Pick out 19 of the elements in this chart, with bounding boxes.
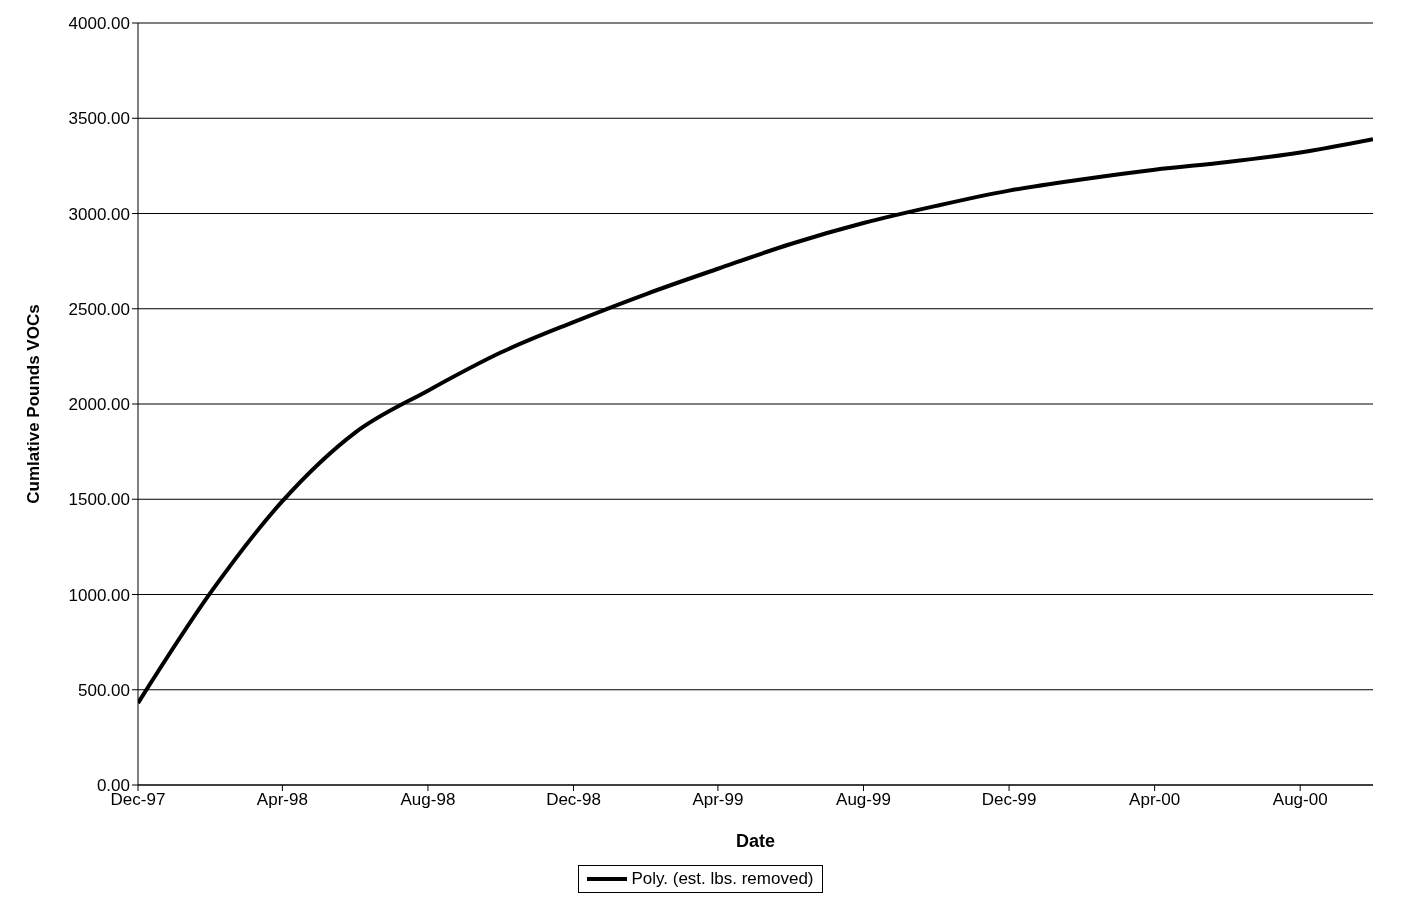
y-tick-label: 1000.00	[68, 585, 130, 605]
x-tick-label: Aug-99	[836, 790, 891, 810]
y-tick-label: 500.00	[78, 680, 130, 700]
y-tick-label: 2000.00	[68, 395, 130, 415]
x-tick-label: Dec-98	[546, 790, 601, 810]
y-tick-label: 4000.00	[68, 14, 130, 34]
x-tick-label: Apr-00	[1129, 790, 1181, 810]
y-axis-title: Cumlative Pounds VOCs	[24, 304, 44, 504]
x-tick-label: Apr-98	[256, 790, 308, 810]
x-tick-label: Aug-98	[400, 790, 456, 810]
x-tick-label: Dec-99	[981, 790, 1037, 810]
x-tick-label: Apr-99	[692, 790, 744, 810]
y-tick-label: 3000.00	[68, 204, 130, 224]
y-tick-label: 1500.00	[68, 490, 130, 510]
x-tick-label: Aug-00	[1272, 790, 1328, 810]
y-tick-label: 2500.00	[68, 299, 130, 319]
legend-label: Poly. (est. lbs. removed)	[630, 869, 814, 889]
x-axis-title: Date	[735, 831, 776, 851]
y-tick-label: 3500.00	[68, 109, 130, 129]
